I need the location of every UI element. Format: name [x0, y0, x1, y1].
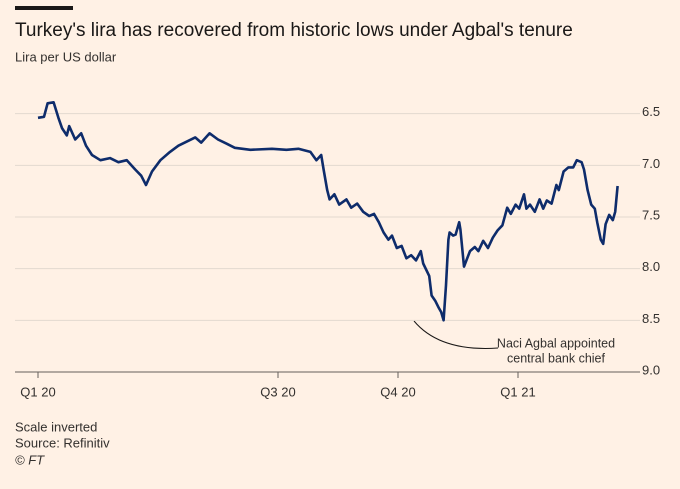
x-tick-label: Q1 21 — [500, 384, 535, 399]
y-tick-label: 8.0 — [642, 259, 660, 274]
annotation: Naci Agbal appointed — [497, 336, 615, 350]
y-tick-label: 7.5 — [642, 207, 660, 222]
source: Source: Refinitiv — [15, 435, 110, 450]
x-tick-label: Q3 20 — [260, 384, 295, 399]
x-tick-label: Q1 20 — [20, 384, 55, 399]
copyright: © FT — [15, 452, 45, 467]
subtitle: Lira per US dollar — [15, 49, 117, 64]
y-tick-label: 7.0 — [642, 156, 660, 171]
series-line — [37, 101, 619, 322]
chart-title: Turkey's lira has recovered from histori… — [15, 20, 573, 41]
annotation: central bank chief — [507, 351, 606, 365]
y-tick-label: 6.5 — [642, 104, 660, 119]
note: Scale inverted — [15, 419, 97, 434]
brand-bar — [15, 6, 73, 10]
y-tick-label: 8.5 — [642, 311, 660, 326]
annotation-connector — [413, 320, 499, 349]
plot: 6.5 7.0 7.5 8.0 8.5 9.0 Q1 20 Q3 20 Q4 20 Q1 21 — [15, 101, 660, 399]
y-tick-label: 9.0 — [642, 362, 660, 377]
x-tick-label: Q4 20 — [380, 384, 415, 399]
